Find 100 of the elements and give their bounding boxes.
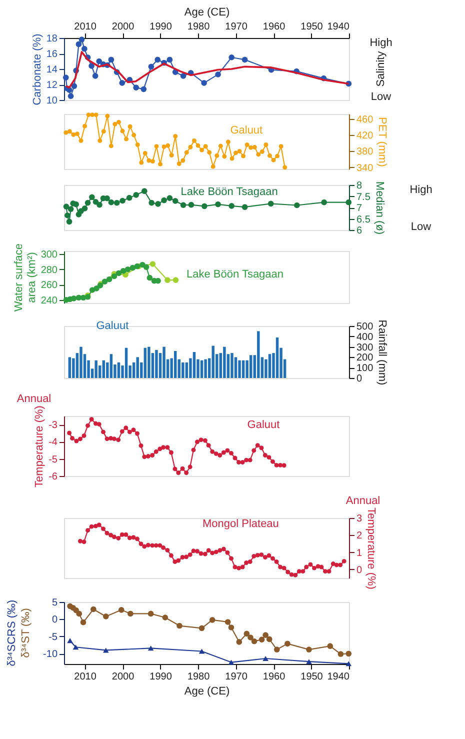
y-tick-label: 0	[52, 614, 58, 626]
bar	[136, 357, 139, 378]
point	[188, 464, 192, 470]
text: δ³⁴ST (‰)	[20, 608, 32, 658]
point	[72, 644, 79, 650]
point	[154, 449, 158, 454]
point	[180, 466, 185, 471]
x-tick-label: 1990	[150, 22, 172, 32]
point	[90, 606, 96, 612]
point	[112, 122, 118, 126]
point	[202, 438, 208, 443]
point	[161, 197, 167, 204]
y2-axis-title: Temperature (%)	[365, 508, 378, 590]
point	[262, 632, 268, 638]
bar	[249, 355, 252, 378]
point	[184, 470, 189, 475]
point	[166, 143, 170, 148]
y2-tick-label: 340	[356, 162, 374, 174]
text: High	[370, 37, 392, 49]
x-tick-label: 1950	[300, 672, 324, 682]
point	[105, 114, 110, 118]
point	[200, 148, 204, 152]
x-tick-label: 2000	[112, 22, 135, 32]
bar	[238, 360, 241, 378]
point	[222, 154, 227, 159]
point	[172, 277, 179, 283]
point	[180, 73, 186, 79]
x-tick-label: 1970	[225, 22, 248, 32]
x-tick-label: 1970	[225, 672, 248, 682]
point	[259, 446, 264, 450]
point	[166, 195, 173, 201]
point	[108, 56, 114, 63]
point	[78, 436, 82, 442]
point	[108, 199, 114, 206]
y2-tick-label: 6	[356, 226, 362, 236]
point	[146, 158, 152, 163]
point	[165, 445, 170, 450]
bar	[276, 337, 279, 378]
point	[89, 417, 94, 422]
point	[150, 453, 155, 458]
point	[188, 144, 193, 150]
point	[96, 422, 102, 426]
y-tick-label: 16	[46, 49, 58, 60]
point	[274, 646, 280, 652]
x-axis-title: Age (CE)	[184, 686, 230, 698]
point	[88, 62, 94, 69]
point	[161, 445, 166, 450]
bar	[257, 331, 260, 378]
point	[242, 204, 248, 210]
point	[71, 132, 76, 137]
bar	[204, 359, 207, 378]
y-tick-label: 260	[40, 280, 58, 292]
point	[139, 160, 144, 165]
y2-tick-label: 300	[356, 342, 374, 354]
point	[255, 443, 260, 448]
point	[244, 458, 249, 462]
point	[176, 162, 182, 166]
point	[120, 198, 126, 204]
series-label: Mongol Plateau	[202, 518, 279, 530]
y2-tick-label: 500	[356, 322, 374, 332]
point	[172, 198, 178, 204]
y2-tick-label: 0	[356, 374, 362, 384]
point	[80, 619, 86, 626]
point	[282, 165, 288, 170]
x-tick-label: 2000	[112, 672, 135, 682]
point	[282, 463, 286, 468]
point	[78, 36, 85, 42]
point	[116, 270, 122, 276]
point	[236, 460, 242, 465]
y2-tick-label: 7	[356, 203, 362, 214]
point	[92, 73, 98, 79]
y2-tick-label: 420	[356, 130, 374, 142]
text: Lake Böön Tsagaan	[186, 268, 284, 280]
point	[214, 451, 218, 456]
point	[63, 204, 70, 210]
point	[321, 199, 327, 206]
point	[67, 430, 72, 436]
point	[266, 636, 272, 642]
y-axis-title: Water surface area (km²)	[12, 243, 38, 312]
point	[124, 426, 128, 430]
point	[140, 86, 147, 92]
point	[198, 625, 205, 632]
text: δ³⁴SCRS (‰)	[6, 600, 18, 666]
y-tick-label: -5	[48, 454, 58, 466]
x-tick-label: 1990	[150, 672, 172, 682]
point	[207, 150, 212, 155]
y-axis-title: Temperature (%)	[34, 406, 46, 488]
point	[224, 619, 231, 625]
point	[262, 453, 268, 458]
point	[251, 638, 258, 644]
point	[148, 200, 154, 206]
bar	[124, 348, 128, 378]
point	[133, 192, 140, 198]
point	[138, 443, 144, 448]
x-tick-label: 1950	[300, 22, 324, 32]
point	[274, 462, 279, 468]
point	[242, 56, 248, 63]
point	[346, 199, 352, 206]
point	[128, 610, 134, 617]
series-label: Lake Böön Tsagaan	[180, 186, 278, 198]
